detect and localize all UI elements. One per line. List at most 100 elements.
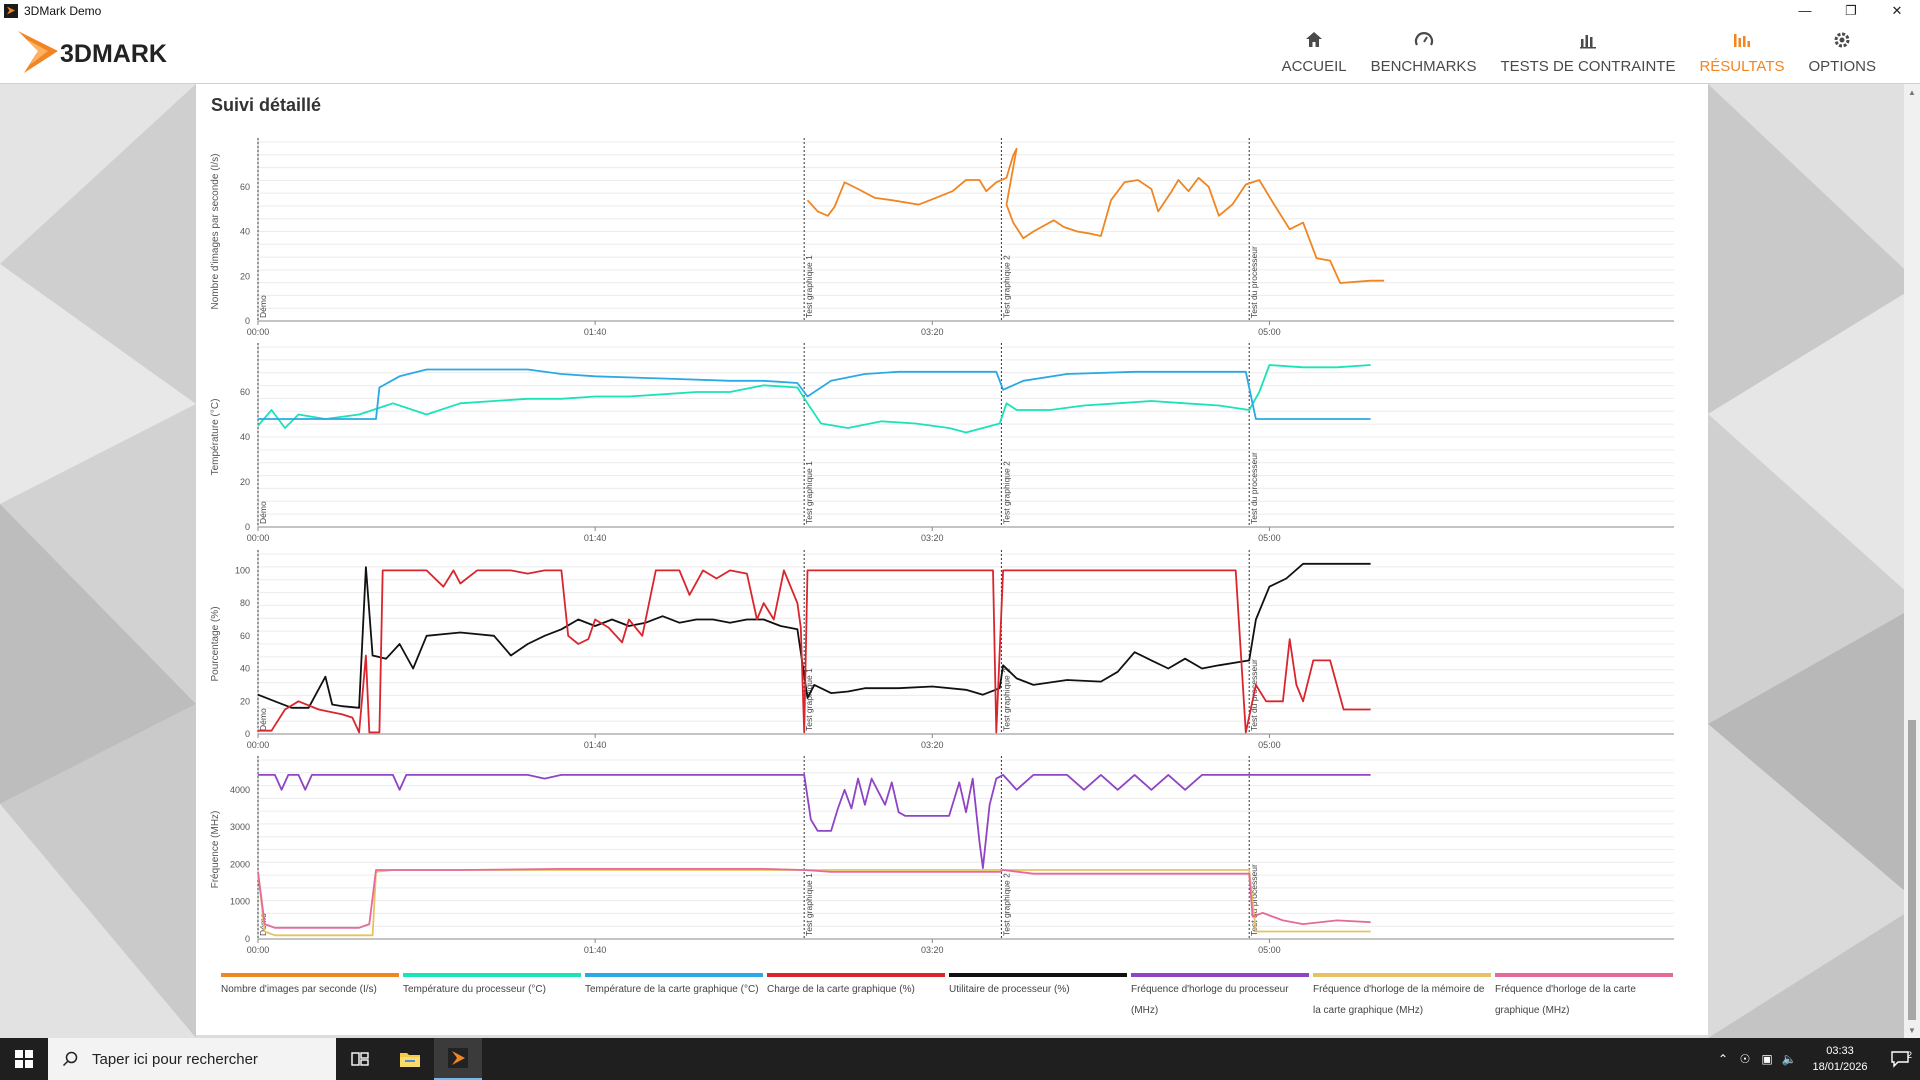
legend-item[interactable]: Fréquence d'horloge de la mémoire de la …: [1313, 973, 1491, 1021]
close-icon: ✕: [1891, 2, 1903, 18]
nav-benchmarks-label: BENCHMARKS: [1370, 58, 1477, 75]
legend-swatch: [1495, 973, 1673, 977]
x-tick-label: 05:00: [1258, 327, 1281, 337]
taskbar-search-box[interactable]: Taper ici pour rechercher: [48, 1038, 336, 1080]
series-line: [257, 562, 1371, 709]
nav-tests-label: TESTS DE CONTRAINTE: [1500, 58, 1676, 75]
legend-item[interactable]: Nombre d'images par seconde (I/s): [221, 973, 399, 1000]
legend-label: Température de la carte graphique (°C): [585, 984, 759, 995]
x-tick-label: 03:20: [921, 327, 944, 337]
x-tick-label: 03:20: [921, 945, 944, 955]
x-tick-label: 03:20: [921, 740, 944, 750]
scroll-up-arrow-icon[interactable]: ▲: [1908, 87, 1916, 97]
legend-item[interactable]: Charge de la carte graphique (%): [767, 973, 945, 1000]
y-tick-label: 40: [240, 664, 250, 674]
network-icon[interactable]: ▣: [1761, 1052, 1773, 1066]
legend-swatch: [1131, 973, 1309, 977]
y-tick-label: 3000: [230, 822, 250, 832]
y-tick-label: 60: [240, 182, 250, 192]
y-tick-label: 2000: [230, 859, 250, 869]
chart-1: 0 20 40 60 00:00 01:40 03:20 05:00 Nombre d'imag…: [210, 138, 1674, 337]
y-tick-label: 0: [245, 934, 250, 944]
y-axis-label: Nombre d'images par seconde (I/s): [210, 154, 221, 310]
legend-label: Fréquence d'horloge de la carte graphiqu…: [1495, 984, 1636, 1016]
y-tick-label: 40: [240, 432, 250, 442]
legend-item[interactable]: Température du processeur (°C): [403, 973, 581, 1000]
phase-marker-label: Test du processeur: [1249, 864, 1259, 936]
nav-accueil[interactable]: ACCUEIL: [1270, 21, 1359, 84]
monitoring-charts: 0 20 40 60 00:00 01:40 03:20 05:00 Nombre d'imag…: [210, 138, 1674, 955]
nav-tests-de-contrainte[interactable]: TESTS DE CONTRAINTE: [1488, 21, 1687, 84]
y-tick-label: 4000: [230, 785, 250, 795]
y-axis-label: Pourcentage (%): [210, 606, 221, 681]
panel-title: Suivi détaillé: [211, 95, 322, 115]
legend-label: Utilitaire de processeur (%): [949, 984, 1070, 995]
y-tick-label: 80: [240, 598, 250, 608]
restore-button[interactable]: ❐: [1828, 0, 1874, 21]
x-tick-label: 01:40: [584, 945, 607, 955]
volume-icon[interactable]: 🔈: [1781, 1052, 1797, 1066]
x-tick-label: 01:40: [584, 533, 607, 543]
close-button[interactable]: ✕: [1874, 0, 1920, 21]
3dmark-taskbar-button[interactable]: [434, 1038, 482, 1080]
3dmark-app-icon: [448, 1048, 468, 1068]
y-tick-label: 100: [235, 565, 250, 575]
nav-options[interactable]: OPTIONS: [1796, 21, 1888, 84]
window-titlebar: 3DMark Demo — ❐ ✕: [0, 0, 1920, 21]
chevron-up-icon[interactable]: ⌃: [1717, 1052, 1729, 1066]
series-line: [258, 368, 1371, 420]
legend-label: Fréquence d'horloge du processeur (MHz): [1131, 984, 1289, 1016]
logo-text: 3DMARK: [60, 40, 167, 68]
minimize-button[interactable]: —: [1782, 0, 1828, 21]
vertical-scrollbar[interactable]: ▲ ▼: [1904, 84, 1920, 1038]
phase-marker-label: Démo: [258, 913, 268, 936]
legend-item[interactable]: Température de la carte graphique (°C): [585, 973, 763, 1000]
x-tick-label: 05:00: [1258, 533, 1281, 543]
series-line: [257, 364, 1371, 434]
clock[interactable]: 03:33 18/01/2026: [1800, 1043, 1880, 1075]
phase-marker-label: Test graphique 2: [1001, 255, 1011, 318]
series-line: [257, 868, 1371, 929]
task-view-button[interactable]: [336, 1038, 384, 1080]
x-tick-label: 05:00: [1258, 945, 1281, 955]
system-tray: ⌃ ☉ ▣ 🔈 03:33 18/01/2026 2: [1712, 1038, 1920, 1080]
results-chart-icon: [1733, 34, 1750, 47]
app-icon: [4, 3, 18, 18]
legend-label: Température du processeur (°C): [403, 984, 546, 995]
phase-marker-label: Test graphique 2: [1001, 461, 1011, 524]
nav-resultats[interactable]: RÉSULTATS: [1687, 21, 1796, 84]
nav-benchmarks[interactable]: BENCHMARKS: [1359, 21, 1489, 84]
chart-3: 0 20 40 60 80 100 00:00 01:40 03:20 05:00 Pourcent…: [210, 550, 1674, 750]
start-button[interactable]: [0, 1038, 48, 1080]
meet-now-icon[interactable]: ☉: [1739, 1052, 1751, 1066]
clock-date: 18/01/2026: [1812, 1061, 1868, 1073]
legend-item[interactable]: Fréquence d'horloge du processeur (MHz): [1131, 973, 1309, 1021]
y-tick-label: 20: [240, 696, 250, 706]
phase-marker-label: Démo: [258, 295, 268, 318]
3dmark-logo[interactable]: 3DMARK: [18, 29, 228, 75]
home-icon: [1306, 32, 1323, 47]
phase-marker-label: Test graphique 1: [804, 255, 814, 318]
scroll-thumb[interactable]: [1908, 720, 1916, 1020]
scroll-down-arrow-icon[interactable]: ▼: [1908, 1025, 1916, 1035]
restore-icon: ❐: [1845, 2, 1857, 18]
legend-swatch: [585, 973, 763, 977]
legend-label: Fréquence d'horloge de la mémoire de la …: [1313, 984, 1485, 1016]
window-controls: — ❐ ✕: [1782, 0, 1920, 21]
legend-item[interactable]: Utilitaire de processeur (%): [949, 973, 1127, 1000]
x-tick-label: 00:00: [247, 945, 270, 955]
phase-marker-label: Test du processeur: [1249, 246, 1259, 318]
legend-item[interactable]: Fréquence d'horloge de la carte graphiqu…: [1495, 973, 1673, 1021]
windows-taskbar: Taper ici pour rechercher ⌃ ☉ ▣ 🔈 03:33 …: [0, 1038, 1920, 1080]
x-tick-label: 00:00: [247, 533, 270, 543]
app-header: 3DMARK ACCUEIL BENCHMARKS TESTS DE CONTR…: [0, 21, 1920, 84]
x-tick-label: 00:00: [247, 327, 270, 337]
file-explorer-button[interactable]: [386, 1038, 434, 1080]
y-axis-label: Température (°C): [210, 399, 221, 476]
notification-center-button[interactable]: 2: [1880, 1050, 1920, 1068]
bar-chart-icon: [1579, 35, 1596, 49]
y-tick-label: 20: [240, 477, 250, 487]
notification-icon: [1891, 1051, 1909, 1068]
phase-marker-label: Démo: [258, 501, 268, 524]
y-tick-label: 0: [245, 316, 250, 326]
